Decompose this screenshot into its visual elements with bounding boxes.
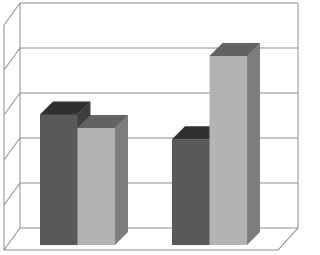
chart-walls xyxy=(3,3,299,251)
grid-line-side xyxy=(3,137,21,161)
bar-top xyxy=(209,43,260,56)
bar xyxy=(209,43,260,245)
bar-front xyxy=(77,128,115,245)
bar-top xyxy=(77,115,128,128)
bar-side xyxy=(115,115,128,245)
grid-line xyxy=(3,2,298,26)
bar-front xyxy=(209,56,247,245)
grid-line-side xyxy=(3,47,21,71)
grid-line-side xyxy=(3,182,21,206)
bar-front xyxy=(172,139,210,245)
grid-line-side xyxy=(3,92,21,116)
floor-right-edge xyxy=(277,227,299,251)
chart xyxy=(3,2,299,251)
grid-line-side xyxy=(3,227,21,251)
bar-front xyxy=(40,114,78,245)
bar-side xyxy=(247,43,260,245)
bar xyxy=(77,115,128,245)
plot-area xyxy=(3,2,298,251)
grid-line-side xyxy=(3,2,21,26)
bar-top xyxy=(40,101,91,115)
